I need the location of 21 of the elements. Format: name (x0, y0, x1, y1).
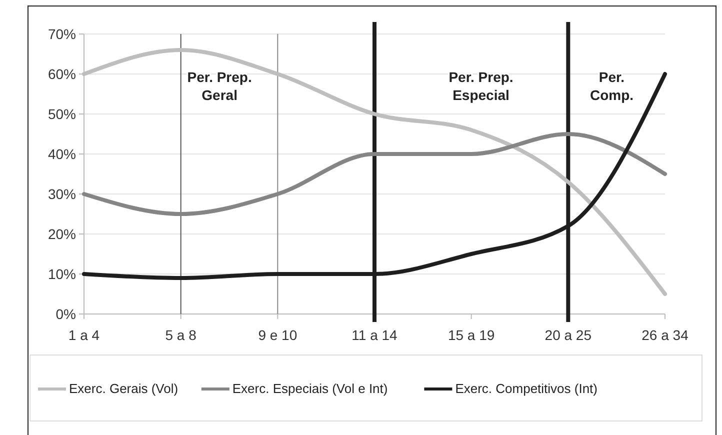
x-tick-label: 9 e 10 (258, 327, 298, 343)
x-tick-label: 5 a 8 (165, 327, 197, 343)
x-tick-label: 26 a 34 (642, 327, 689, 343)
annotation: Per. Prep. Geral (187, 69, 252, 103)
y-tick-label: 10% (48, 266, 76, 282)
legend-label: Exerc. Competitivos (Int) (455, 381, 598, 396)
x-tick-label: 11 a 14 (352, 327, 398, 343)
y-tick-label: 40% (48, 146, 76, 162)
y-tick-label: 60% (48, 66, 76, 82)
legend-label: Exerc. Gerais (Vol) (69, 381, 178, 396)
annotation: Per. Comp. (590, 69, 634, 103)
annotation: Per. Prep. Especial (448, 69, 514, 103)
x-tick-label: 1 a 4 (68, 327, 100, 343)
y-tick-label: 30% (48, 186, 76, 202)
y-tick-label: 0% (56, 306, 76, 322)
x-tick-label: 15 a 19 (448, 327, 495, 343)
y-tick-label: 20% (48, 226, 76, 242)
legend-label: Exerc. Especiais (Vol e Int) (232, 381, 388, 396)
x-tick-label: 20 a 25 (544, 327, 592, 343)
y-tick-label: 70% (48, 26, 76, 42)
y-tick-label: 50% (48, 106, 76, 122)
